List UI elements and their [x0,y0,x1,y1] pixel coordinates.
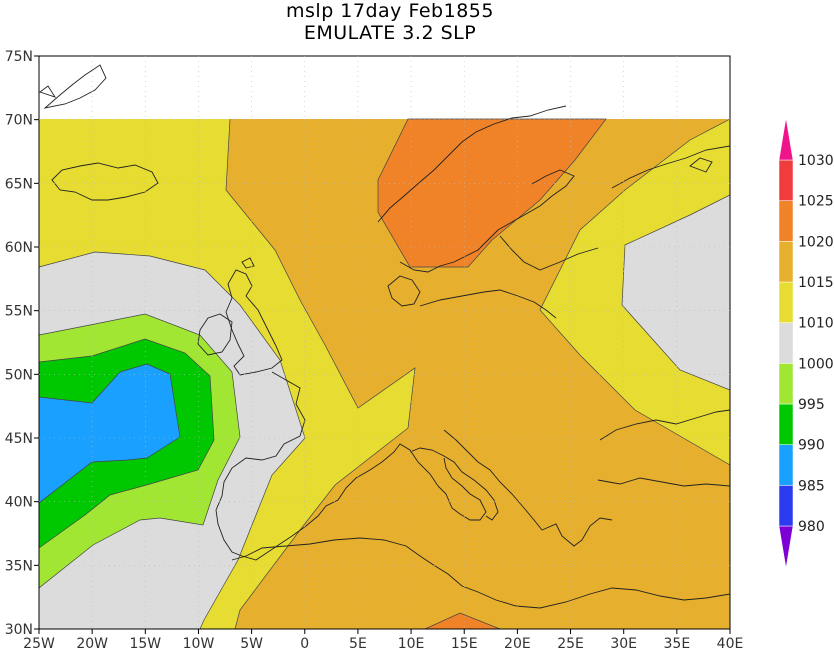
lon-tick-label: 10E [398,636,425,651]
lon-tick-label: 10W [183,636,215,651]
lon-tick-label: 25W [23,636,55,651]
colorbar-triangle-low [778,525,794,569]
lon-tick-label: 35E [664,636,691,651]
lon-tick-label: 40E [717,636,744,651]
colorbar-segment [778,444,794,486]
lon-tick-label: 20E [504,636,531,651]
colorbar-segment [778,200,794,242]
longitude-ticks: 25W 20W 15W 10W 5W 0 5E 10E 15E 20E 25E 30E 35E 40E [23,629,743,651]
lon-tick-label: 15W [129,636,161,651]
lon-tick-label: 5E [349,636,367,651]
colorbar-segment [778,159,794,201]
lat-tick-label: 75N [5,49,33,65]
colorbar-segment [778,403,794,445]
contour-lines [39,118,730,629]
colorbar-label: 1025 [798,194,834,210]
map-frame [38,55,731,630]
coastlines [39,64,730,609]
colorbar-label: 1010 [798,316,834,332]
colorbar-label: 1020 [798,234,834,250]
colorbar-label: 985 [798,478,825,494]
colorbar-label: 1000 [798,356,834,372]
colorbar-label: 1015 [798,275,834,291]
lat-tick-label: 65N [5,176,33,192]
lat-tick-label: 45N [5,431,33,447]
colorbar-label: 995 [798,397,825,413]
contour-1020-1025-north [378,119,606,267]
lat-tick-label: 50N [5,367,33,383]
lon-tick-label: 0 [300,636,309,651]
contour-fills [39,119,730,629]
graticule [39,56,730,629]
colorbar-segment [778,241,794,283]
lat-tick-label: 35N [5,558,33,574]
colorbar-segment [778,363,794,405]
map-subtitle: EMULATE 3.2 SLP [303,22,477,44]
colorbar-label: 1030 [798,153,834,169]
latitude-ticks: 30N 35N 40N 45N 50N 55N 60N 65N 70N 75N [5,49,39,638]
colorbar-label: 980 [798,519,825,535]
lon-tick-label: 20W [76,636,108,651]
colorbar-label: 990 [798,438,825,454]
lat-tick-label: 55N [5,304,33,320]
lat-tick-label: 30N [5,622,33,638]
colorbar-segment [778,281,794,323]
lon-tick-label: 15E [451,636,478,651]
lon-tick-label: 30E [610,636,637,651]
colorbar-triangle-high [778,117,794,161]
lat-tick-label: 40N [5,495,33,511]
lon-tick-label: 5W [240,636,263,651]
lat-tick-label: 70N [5,113,33,129]
contour-1020-1025-south [425,613,500,629]
colorbar-segment [778,485,794,527]
lon-tick-label: 25E [557,636,584,651]
contour-1000-1010-east [622,195,730,390]
contour-985-990 [39,364,180,503]
colorbar: 980 985 990 995 1000 1010 1015 1020 1025 1030 [778,117,834,569]
map-title: mslp 17day Feb1855 [286,0,494,22]
colorbar-segment [778,322,794,364]
lat-tick-label: 60N [5,240,33,256]
